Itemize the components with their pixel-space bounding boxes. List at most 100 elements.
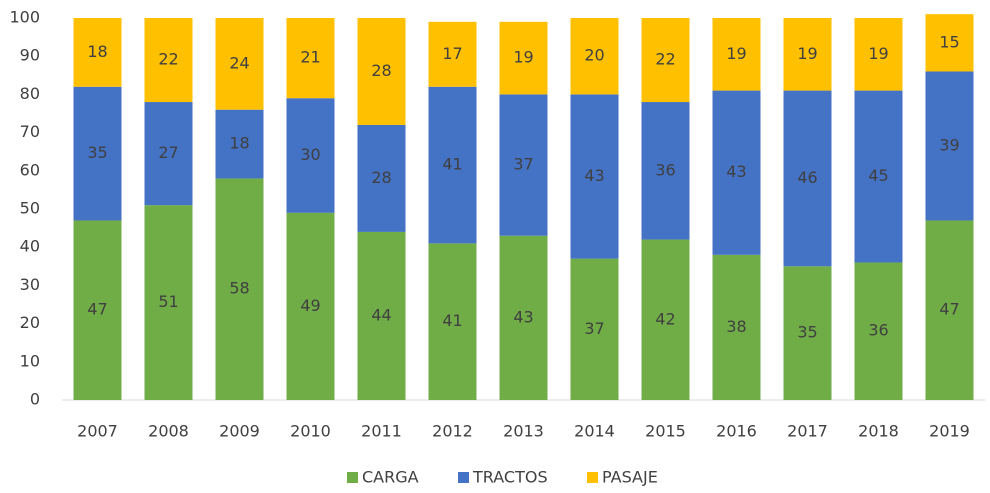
x-tick-label: 2017 [787,422,828,441]
data-label: 44 [371,305,391,324]
y-tick-label: 60 [20,160,40,179]
bar-segment [286,18,335,99]
data-label: 37 [513,155,533,174]
data-label: 19 [513,48,533,67]
x-tick-label: 2010 [290,422,331,441]
bar-segment [428,243,477,400]
data-label: 41 [442,155,462,174]
bar-segment [144,102,193,206]
x-tick-label: 2008 [148,422,189,441]
bar-segment [712,18,761,91]
data-label: 20 [584,46,604,65]
y-tick-label: 0 [30,390,40,409]
x-tick-label: 2012 [432,422,473,441]
bar-segment [215,109,264,179]
data-label: 43 [584,166,604,185]
data-label: 42 [655,309,675,328]
data-label: 30 [300,145,320,164]
bar-segment [570,258,619,400]
data-label: 45 [868,166,888,185]
y-tick-label: 70 [20,122,40,141]
legend-label: TRACTOS [472,468,548,487]
bar-segment [428,86,477,244]
bar-segment [925,71,974,221]
y-tick-label: 20 [20,313,40,332]
y-tick-label: 100 [9,8,40,27]
data-label: 36 [868,321,888,340]
data-label: 51 [158,292,178,311]
bar-segment [357,231,406,400]
x-tick-label: 2015 [645,422,686,441]
data-label: 43 [513,307,533,326]
data-label: 19 [868,44,888,63]
legend-label: CARGA [362,468,419,487]
data-label: 28 [371,168,391,187]
data-label: 19 [797,44,817,63]
bar-segment [73,18,122,87]
legend-swatch [458,472,469,483]
bar-segment [712,254,761,400]
bar-segment [215,18,264,110]
bar-segment [357,124,406,232]
data-label: 17 [442,44,462,63]
data-label: 35 [87,143,107,162]
data-label: 15 [939,32,959,51]
legend-swatch [347,472,358,483]
bar-segment [854,90,903,263]
bar-segment [783,18,832,91]
data-label: 41 [442,311,462,330]
bar-segment [712,90,761,255]
bar-segment [641,18,690,103]
x-tick-label: 2009 [219,422,260,441]
data-label: 38 [726,317,746,336]
x-tick-label: 2019 [929,422,970,441]
data-label: 36 [655,160,675,179]
bar-segment [73,220,122,400]
bar-segment [925,14,974,72]
bar-segment [641,239,690,400]
y-tick-label: 30 [20,275,40,294]
data-label: 49 [300,296,320,315]
data-label: 28 [371,61,391,80]
bar-segment [428,21,477,87]
bar-segment [286,98,335,213]
data-label: 27 [158,143,178,162]
bar-segment [854,18,903,91]
data-label: 47 [939,300,959,319]
x-tick-label: 2007 [77,422,118,441]
data-label: 19 [726,44,746,63]
data-label: 18 [229,134,249,153]
y-tick-label: 40 [20,237,40,256]
data-label: 21 [300,48,320,67]
bar-segment [925,220,974,400]
y-tick-label: 80 [20,84,40,103]
data-label: 22 [655,50,675,69]
bar-segment [499,235,548,400]
data-label: 37 [584,319,604,338]
data-label: 58 [229,279,249,298]
bar-segment [144,18,193,103]
x-tick-label: 2013 [503,422,544,441]
x-tick-label: 2011 [361,422,402,441]
legend-swatch [587,472,598,483]
y-tick-label: 50 [20,199,40,218]
bar-segment [499,94,548,236]
legend-label: PASAJE [602,468,658,487]
data-label: 18 [87,42,107,61]
bar-segment [570,18,619,95]
data-label: 24 [229,53,249,72]
bar-segment [641,102,690,240]
y-tick-label: 10 [20,351,40,370]
bar-segment [499,21,548,95]
bar-segment [144,205,193,400]
bar-segment [215,178,264,400]
bar-segment [357,18,406,125]
data-label: 43 [726,162,746,181]
data-label: 35 [797,323,817,342]
y-tick-label: 90 [20,46,40,65]
data-label: 46 [797,168,817,187]
bar-segment [286,212,335,400]
x-tick-label: 2014 [574,422,615,441]
bar-segment [854,262,903,400]
